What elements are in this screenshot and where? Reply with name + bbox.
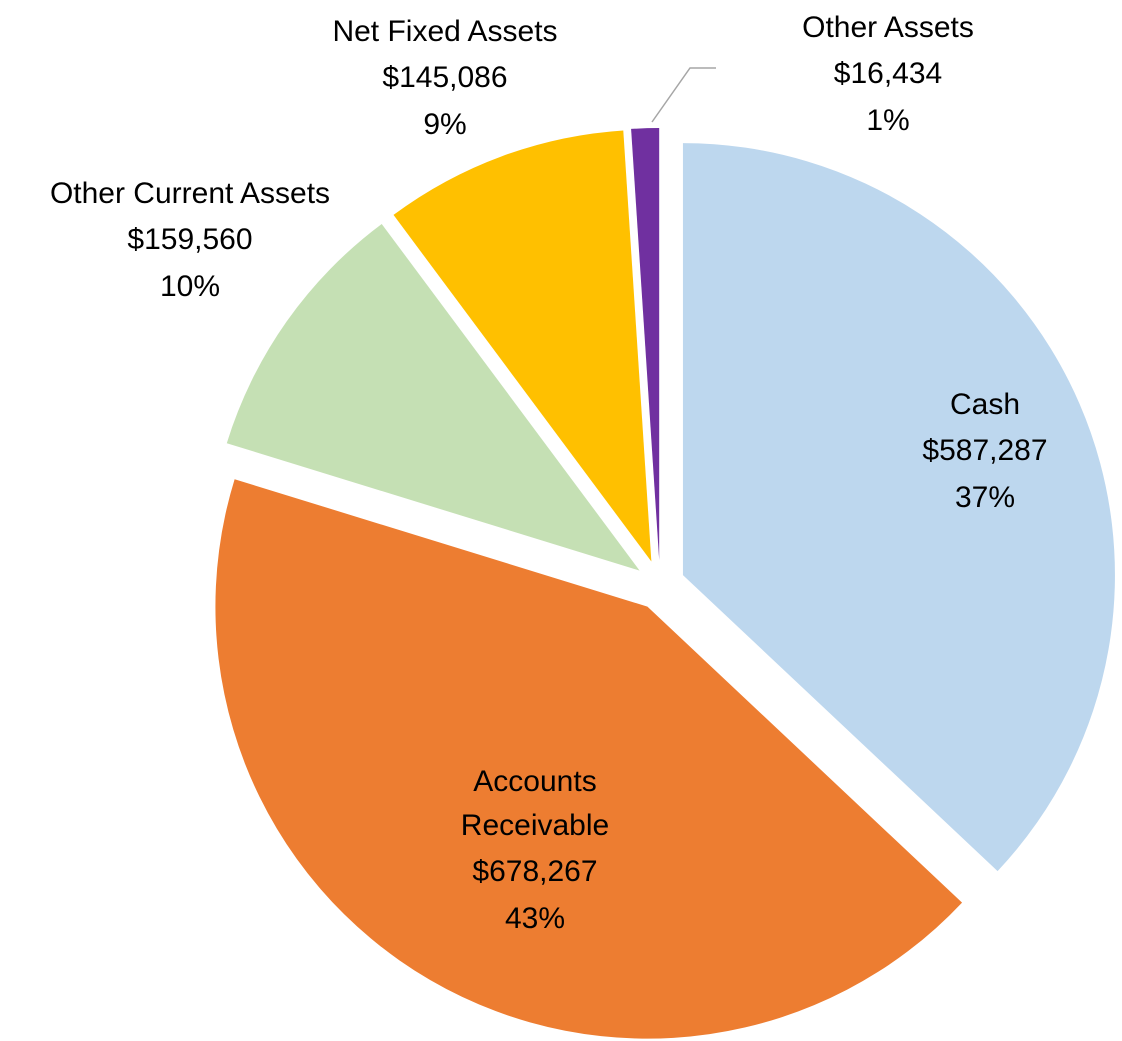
pie-slice — [226, 223, 640, 571]
data-label: Cash $587,287 37% — [875, 383, 1095, 521]
value-label: $678,267 — [472, 855, 598, 888]
data-label: Other Current Assets $159,560 10% — [0, 172, 390, 310]
category-label: Other Current Assets — [49, 177, 331, 210]
category-label: Net Fixed Assets — [332, 15, 558, 48]
category-label: Accounts Receivable — [460, 765, 610, 842]
percent-label: 10% — [159, 270, 221, 303]
pie-slice — [215, 479, 963, 1039]
data-label: Accounts Receivable $678,267 43% — [435, 760, 635, 942]
data-label: Other Assets $16,434 1% — [758, 6, 1018, 144]
pie-slice — [682, 143, 1115, 872]
label-block: Other Assets $16,434 1% — [758, 6, 1018, 144]
percent-label: 37% — [954, 481, 1016, 514]
percent-label: 43% — [504, 902, 566, 935]
value-label: $16,434 — [833, 57, 943, 90]
leader-line — [651, 67, 716, 123]
label-block: Net Fixed Assets $145,086 9% — [285, 10, 605, 148]
value-label: $145,086 — [382, 61, 508, 94]
label-block: Cash $587,287 37% — [875, 383, 1095, 521]
percent-label: 1% — [866, 104, 910, 137]
label-block: Other Current Assets $159,560 10% — [0, 172, 390, 310]
pie-slice — [393, 130, 652, 562]
value-label: $159,560 — [127, 223, 253, 256]
pie-slice — [631, 128, 660, 561]
category-label: Other Assets — [802, 11, 974, 44]
data-label: Net Fixed Assets $145,086 9% — [285, 10, 605, 148]
value-label: $587,287 — [922, 434, 1048, 467]
percent-label: 9% — [423, 108, 467, 141]
category-label: Cash — [949, 388, 1021, 421]
label-block: Accounts Receivable $678,267 43% — [435, 760, 635, 942]
